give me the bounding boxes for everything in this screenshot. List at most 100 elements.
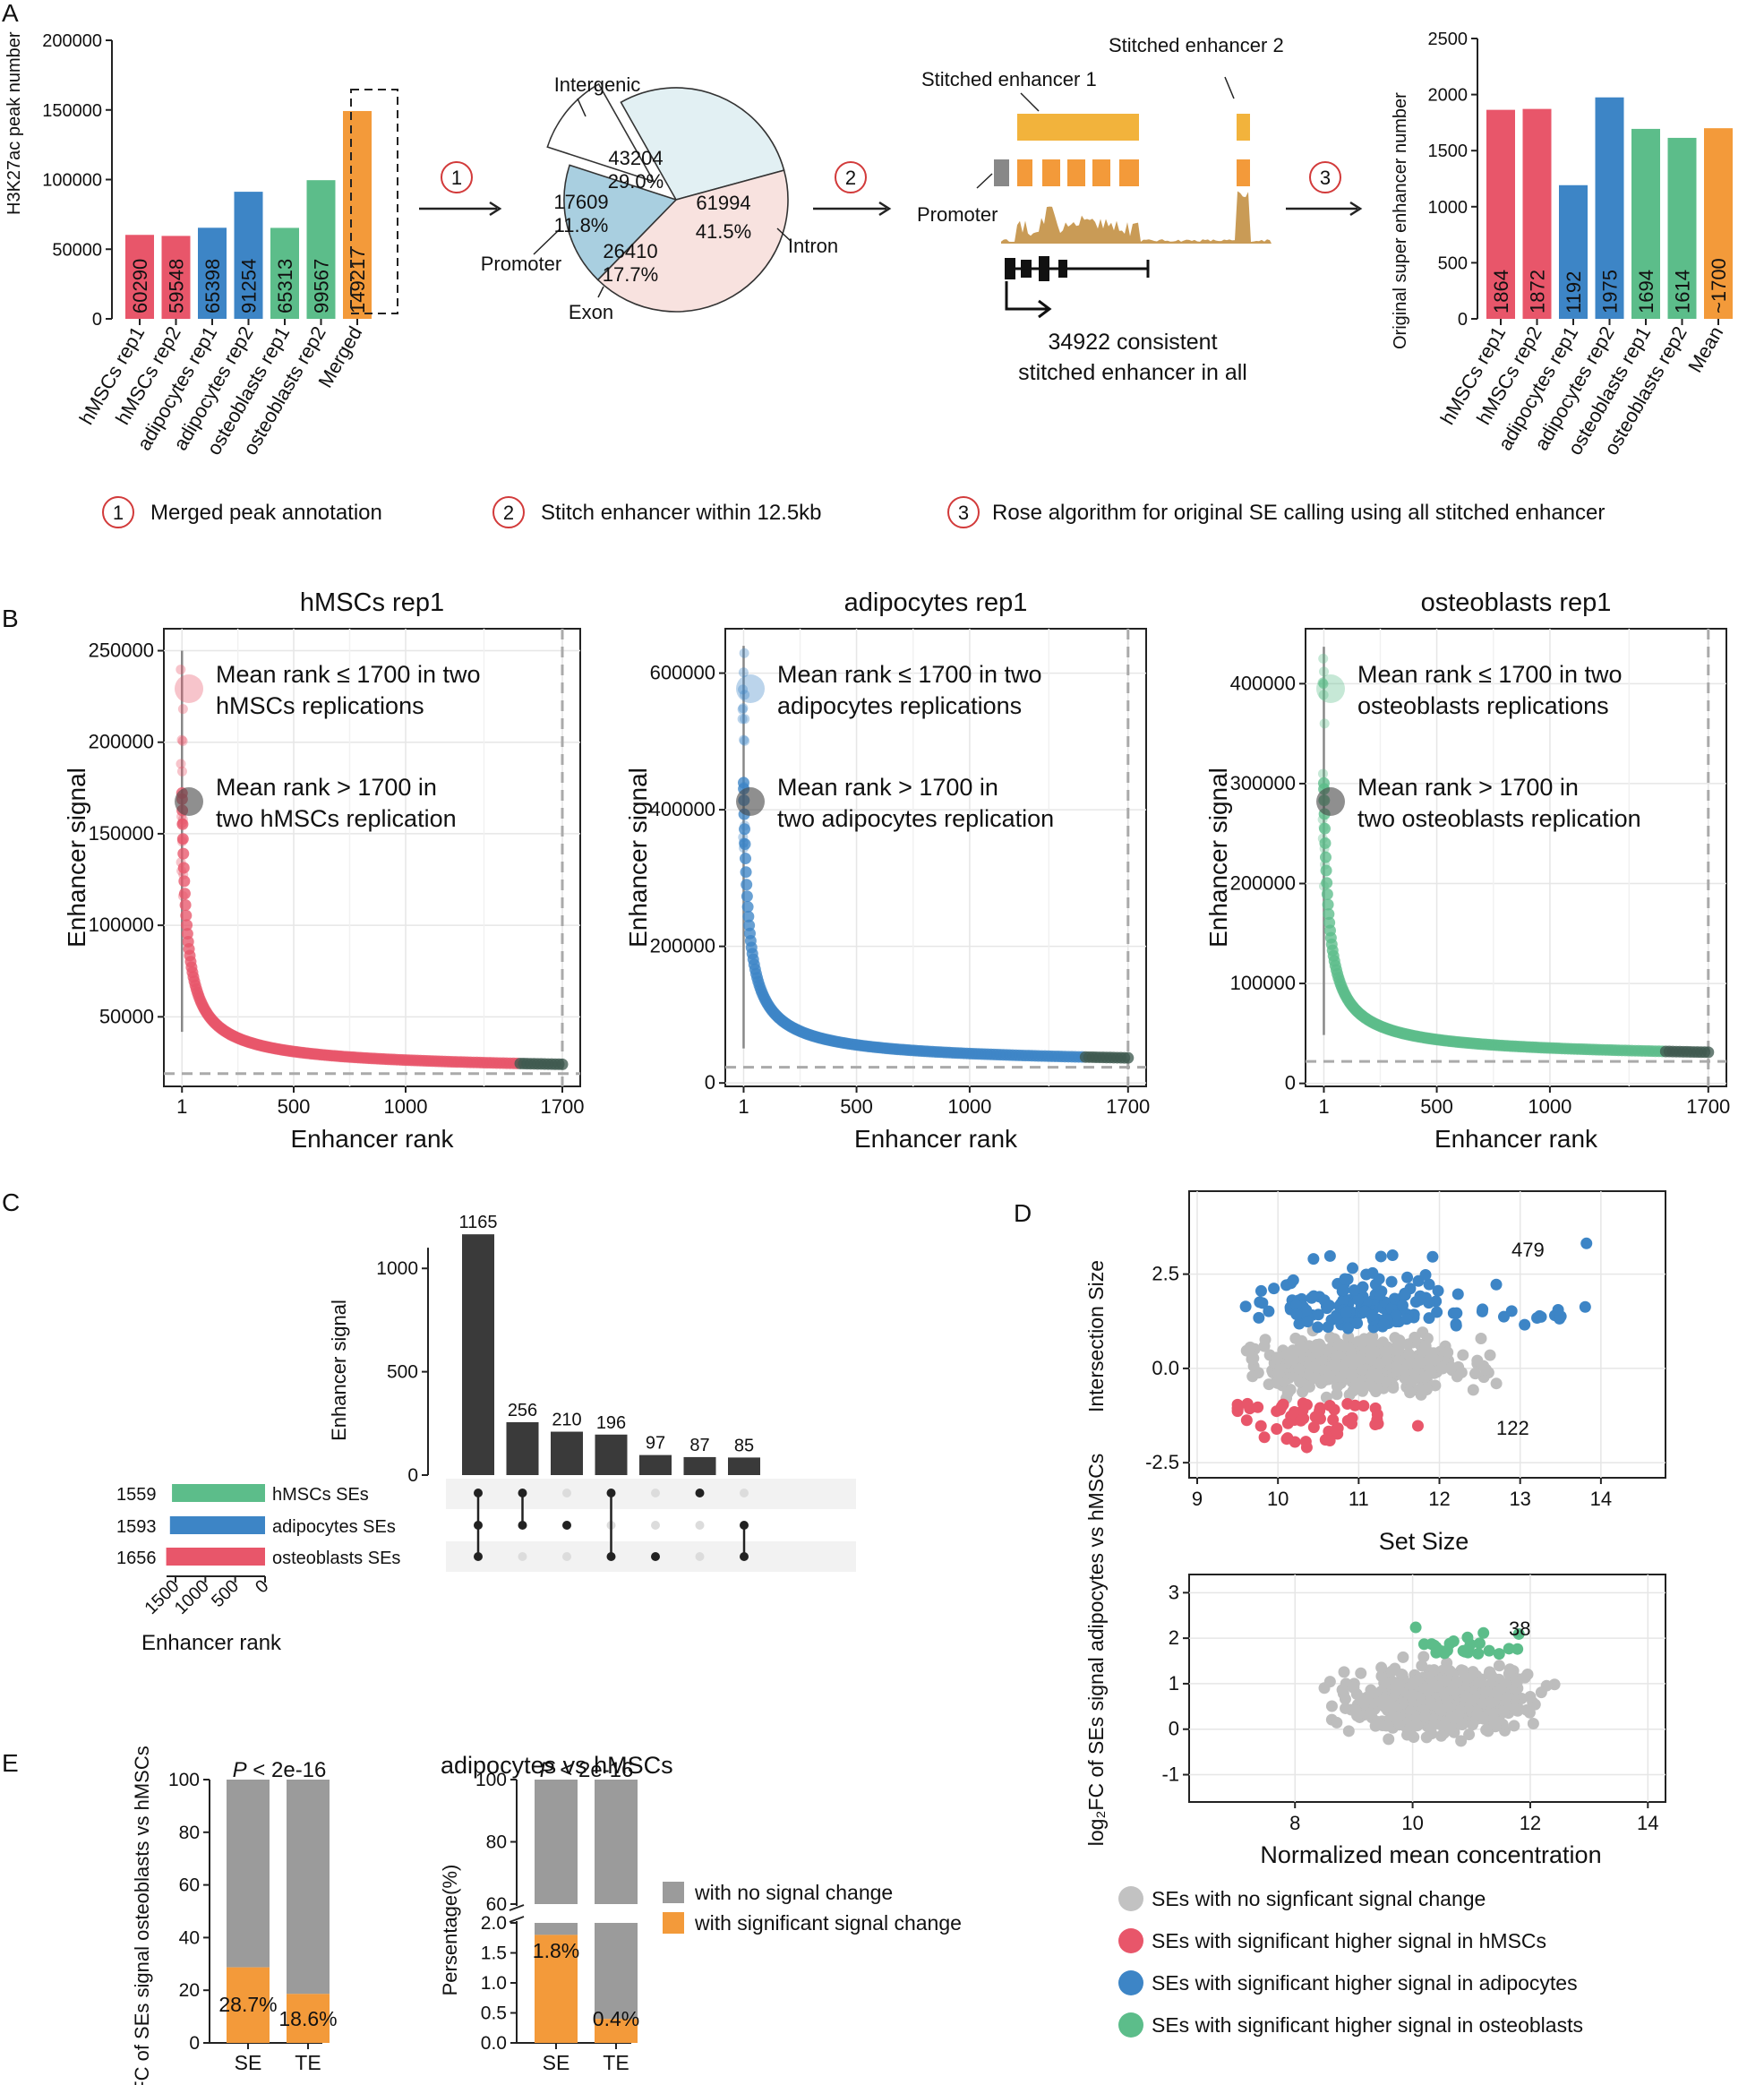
y-tick-label: 1.0 (481, 1973, 507, 1994)
bar (198, 227, 227, 319)
point-up-adipocytes (1322, 1321, 1334, 1334)
rank-point (1322, 898, 1334, 911)
bar-value-label: 65398 (201, 259, 224, 313)
point-no-change (1289, 1332, 1302, 1344)
matrix-row-shade (446, 1479, 856, 1509)
intersection-bar-label: 85 (734, 1436, 754, 1455)
point-up-adipocytes (1341, 1322, 1354, 1334)
matrix-dot-empty (651, 1521, 660, 1530)
rank-point (741, 879, 753, 891)
set-size-value-osteoblasts: 1656 (116, 1549, 157, 1568)
point-no-change (1474, 1676, 1486, 1688)
bar-percent-label: 18.6% (278, 2007, 337, 2030)
point-up-osteoblasts (1430, 1641, 1443, 1653)
promoter-block (994, 159, 1009, 186)
top-rank-point (1318, 880, 1329, 891)
intersection-bar (506, 1421, 539, 1475)
point-no-change (1334, 1370, 1347, 1383)
point-up-hmscs (1327, 1413, 1340, 1426)
y-tick-label: 0 (92, 310, 102, 330)
point-up-hmscs (1349, 1399, 1361, 1411)
point-no-change (1330, 1351, 1342, 1363)
legend-dot-top (736, 674, 765, 703)
point-up-adipocytes (1340, 1306, 1353, 1318)
bar-value-label: 1694 (1635, 270, 1657, 313)
intersection-bar (683, 1456, 716, 1475)
point-no-change (1395, 1668, 1408, 1680)
y-tick-label: 50000 (52, 240, 102, 260)
point-no-change (1411, 1674, 1424, 1686)
point-no-change (1385, 1665, 1398, 1677)
point-up-adipocytes (1423, 1278, 1435, 1291)
point-up-osteoblasts (1477, 1626, 1490, 1639)
y-tick-label: 0 (1169, 1718, 1179, 1740)
point-no-change (1434, 1704, 1447, 1717)
bar-percent-label: 0.4% (593, 2007, 639, 2030)
pie-value-exon: 26410 (603, 240, 657, 262)
top-rank-point (177, 814, 188, 825)
point-up-adipocytes (1390, 1309, 1402, 1322)
stitched-enhancer-2-label: Stitched enhancer 2 (1109, 34, 1284, 56)
point-no-change (1445, 1361, 1458, 1374)
x-axis-label: Enhancer rank (854, 1125, 1018, 1153)
point-up-osteoblasts (1441, 1644, 1453, 1657)
point-no-change (1380, 1677, 1392, 1689)
y-tick-label: 100000 (89, 914, 154, 936)
x-tick-label: 1000 (1528, 1095, 1571, 1118)
top-rank-point (176, 766, 187, 777)
point-up-adipocytes (1476, 1305, 1488, 1317)
x-tick-label: 500 (1420, 1095, 1453, 1118)
top-rank-point (1319, 844, 1330, 854)
point-no-change (1415, 1388, 1427, 1401)
point-no-change (1406, 1689, 1418, 1702)
point-up-adipocytes (1386, 1249, 1399, 1262)
point-no-change (1399, 1372, 1411, 1385)
rank-point (179, 899, 192, 912)
point-up-osteoblasts (1472, 1647, 1485, 1660)
stitched-enhancer-2-bar (1237, 114, 1250, 141)
rank-point (741, 890, 753, 903)
point-up-adipocytes (1531, 1311, 1544, 1324)
point-up-adipocytes (1290, 1308, 1303, 1321)
intersection-bar-label: 210 (552, 1411, 581, 1430)
panel-label-d: D (1014, 1199, 1032, 1227)
y-tick-label: 60 (486, 1894, 507, 1915)
intersection-bar (639, 1454, 672, 1475)
top-rank-point (1317, 814, 1328, 825)
rank-point (739, 837, 751, 850)
upset-ylabel: Enhancer signal (328, 1300, 350, 1441)
rank-point (740, 853, 752, 865)
ma1-ylabel: Intersection Size (1084, 1260, 1108, 1412)
pie-value-promoter: 17609 (553, 191, 608, 213)
top-rank-point (176, 665, 186, 675)
promoter-label: Promoter (917, 203, 998, 226)
x-tick-label: 500 (840, 1095, 873, 1118)
e-legend-nochange: with no signal change (694, 1881, 893, 1904)
consistent-enhancer-line1: 34922 consistent (1048, 330, 1217, 355)
top-rank-point (176, 734, 187, 745)
y-tick-label: 250000 (89, 639, 154, 662)
x-tick-label: 10 (1267, 1488, 1289, 1510)
bar-value-label: 65313 (274, 259, 296, 313)
bar-significant (287, 1994, 330, 2043)
y-tick-label: -1 (1161, 1763, 1179, 1786)
point-no-change (1471, 1709, 1484, 1721)
bar-value-label: 99567 (311, 259, 333, 313)
y-tick-label: 200000 (650, 935, 715, 957)
point-no-change (1424, 1347, 1436, 1360)
point-up-adipocytes (1351, 1317, 1364, 1329)
intersection-bar-label: 1165 (458, 1213, 497, 1232)
point-up-hmscs (1314, 1412, 1326, 1425)
point-up-hmscs (1277, 1398, 1289, 1411)
legend-top-line2: hMSCs replications (216, 692, 424, 719)
point-no-change (1520, 1703, 1533, 1716)
point-no-change (1485, 1696, 1497, 1709)
point-up-hmscs (1252, 1401, 1264, 1413)
point-no-change (1340, 1702, 1352, 1714)
point-no-change (1400, 1729, 1413, 1741)
pie-percent-promoter: 11.8% (554, 214, 609, 236)
x-tick-label: 1000 (384, 1095, 428, 1118)
x-tick-label: 10 (1401, 1812, 1423, 1834)
bar (343, 110, 372, 320)
point-up-adipocytes (1352, 1293, 1365, 1306)
